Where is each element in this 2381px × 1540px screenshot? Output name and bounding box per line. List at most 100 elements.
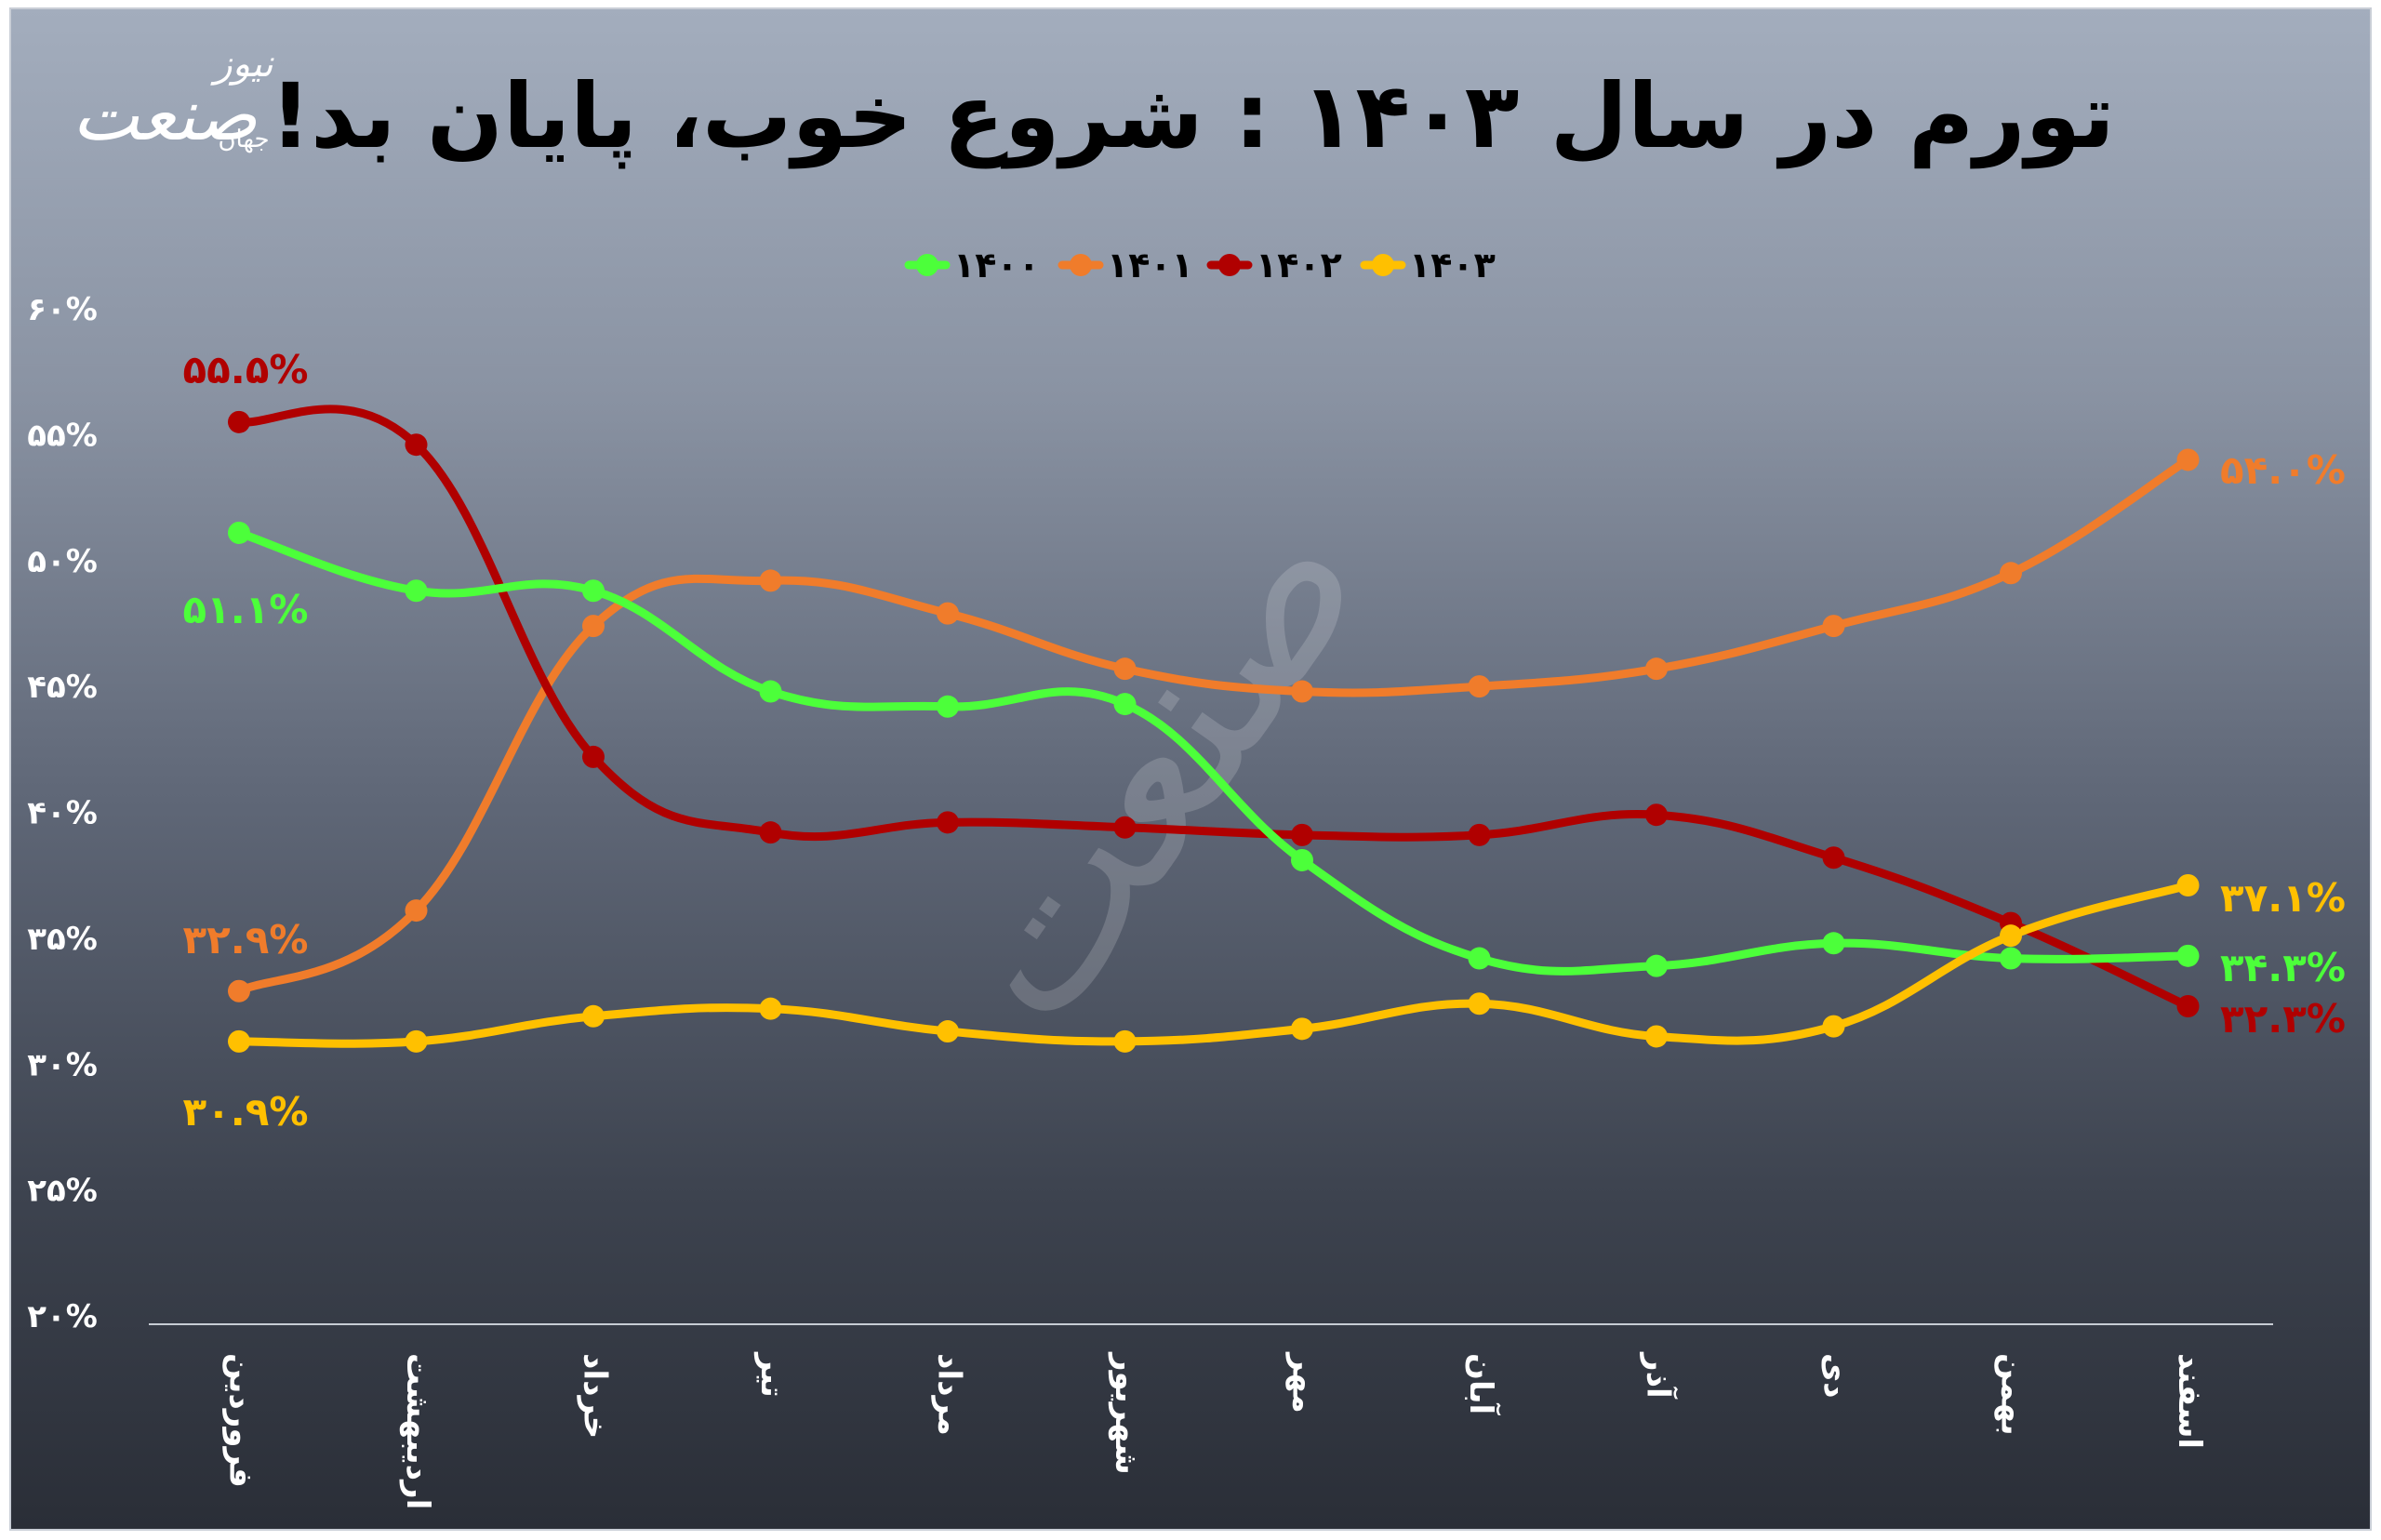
data-point — [2176, 994, 2200, 1017]
legend-marker — [1070, 254, 1092, 276]
x-tick-label: اسفند — [2171, 1353, 2208, 1449]
y-axis: ۲۰% ۲۵% ۳۰% ۳۵% ۴۰% ۴۵% ۵۰% ۵۵% ۶۰% — [27, 291, 98, 1335]
x-tick-label: دی — [1816, 1353, 1854, 1399]
data-point — [759, 821, 782, 844]
data-point — [2176, 448, 2200, 471]
x-tick-label: بهمن — [1994, 1353, 2031, 1436]
data-point — [1291, 1017, 1313, 1041]
y-tick-label: ۳۰% — [27, 1046, 98, 1083]
data-point — [582, 1004, 605, 1028]
data-point — [228, 521, 250, 544]
data-point — [937, 602, 959, 625]
data-point — [1822, 1015, 1845, 1038]
data-point — [405, 579, 428, 603]
data-point — [1822, 615, 1845, 638]
watermark: صنعت — [889, 467, 1414, 1068]
logo-small-text: جهان — [218, 126, 269, 153]
x-tick-label: آبان — [1462, 1353, 1501, 1416]
data-label: ۳۲.۳% — [2220, 996, 2346, 1042]
x-axis: فروردین اردیبهشت خرداد تیر مرداد شهریور مهر آبا… — [222, 1351, 2209, 1509]
data-point — [759, 569, 782, 592]
data-point — [405, 1029, 428, 1053]
y-tick-label: ۳۵% — [27, 921, 98, 958]
data-point — [405, 899, 428, 923]
data-label: ۵۴.۰% — [2220, 447, 2346, 493]
data-point — [1468, 992, 1491, 1016]
data-point — [405, 433, 428, 457]
data-point — [1822, 932, 1845, 955]
legend-marker — [1218, 254, 1241, 276]
data-point — [1291, 848, 1313, 871]
x-tick-label: شهریور — [1108, 1351, 1145, 1475]
data-point — [1113, 816, 1137, 839]
data-point — [1113, 657, 1137, 681]
data-point — [1468, 675, 1491, 698]
data-point — [1113, 693, 1137, 716]
data-point — [759, 680, 782, 703]
legend-label: ۱۴۰۳ — [1409, 245, 1496, 285]
data-point — [2000, 562, 2022, 585]
logo: صنعت نیوز جهان — [73, 43, 275, 156]
data-point — [228, 979, 250, 1002]
data-label: ۳۲.۹% — [183, 917, 309, 962]
logo-main-text: صنعت — [73, 73, 258, 156]
series-line — [234, 455, 2192, 996]
y-tick-label: ۴۵% — [27, 669, 98, 706]
y-tick-label: ۵۵% — [27, 417, 98, 454]
data-point — [582, 615, 605, 638]
series-line — [234, 405, 2192, 1011]
data-label: ۳۷.۱% — [2220, 875, 2346, 921]
data-label: ۵۵.۵% — [183, 347, 309, 392]
data-point — [1822, 846, 1845, 870]
x-tick-label: تیر — [753, 1351, 791, 1398]
y-tick-label: ۲۵% — [27, 1173, 98, 1210]
series-line — [234, 881, 2192, 1048]
data-point — [1645, 803, 1668, 827]
y-tick-label: ۴۰% — [27, 795, 98, 832]
data-point — [2176, 874, 2200, 897]
legend: ۱۴۰۰ ۱۴۰۱ ۱۴۰۲ ۱۴۰۳ — [904, 245, 1496, 285]
chart-frame: صنعت صنعت نیوز جهان تورم در سال ۱۴۰۳ : ش… — [9, 7, 2372, 1531]
watermark-text: صنعت — [889, 467, 1414, 1068]
y-tick-label: ۵۰% — [27, 543, 98, 580]
data-point — [759, 997, 782, 1020]
x-tick-label: مهر — [1285, 1351, 1323, 1414]
legend-marker — [916, 254, 938, 276]
legend-label: ۱۴۰۰ — [953, 245, 1040, 285]
chart-title: تورم در سال ۱۴۰۳ : شروع خوب، پایان بد! — [270, 64, 2114, 169]
data-point — [228, 1029, 250, 1053]
data-point — [1645, 954, 1668, 977]
data-point — [1291, 823, 1313, 846]
line-chart: صنعت صنعت نیوز جهان تورم در سال ۱۴۰۳ : ش… — [27, 43, 2346, 1509]
y-tick-label: ۲۰% — [27, 1298, 98, 1335]
data-label: ۳۴.۳% — [2220, 945, 2346, 990]
data-point — [1468, 947, 1491, 970]
data-point — [937, 811, 959, 834]
data-label: ۳۰.۹% — [183, 1089, 309, 1135]
data-point — [228, 410, 250, 433]
data-point — [1291, 680, 1313, 703]
y-tick-label: ۶۰% — [27, 291, 98, 328]
data-labels: ۵۱.۱% ۳۴.۳% ۳۲.۹% ۵۴.۰% ۵۵.۵% ۳۲.۳% ۳۰.۹% ۳۷.۱% — [183, 347, 2346, 1135]
data-point — [2000, 924, 2022, 948]
x-tick-label: مرداد — [931, 1353, 968, 1436]
data-point — [582, 745, 605, 768]
data-label: ۵۱.۱% — [183, 587, 309, 632]
data-point — [2176, 944, 2200, 967]
x-tick-label: اردیبهشت — [399, 1353, 436, 1509]
data-point — [937, 695, 959, 718]
x-tick-label: خرداد — [577, 1353, 614, 1439]
series-points — [228, 410, 2200, 1053]
data-point — [937, 1020, 959, 1043]
legend-marker — [1372, 254, 1394, 276]
data-point — [1468, 823, 1491, 846]
x-tick-label: آذر — [1640, 1351, 1679, 1400]
x-tick-label: فروردین — [222, 1353, 259, 1488]
data-point — [1645, 657, 1668, 681]
logo-sub-text: نیوز — [209, 43, 274, 86]
legend-label: ۱۴۰۱ — [1107, 245, 1193, 285]
data-point — [582, 579, 605, 603]
legend-label: ۱۴۰۲ — [1256, 245, 1342, 285]
data-point — [2000, 947, 2022, 970]
data-point — [1113, 1029, 1137, 1053]
